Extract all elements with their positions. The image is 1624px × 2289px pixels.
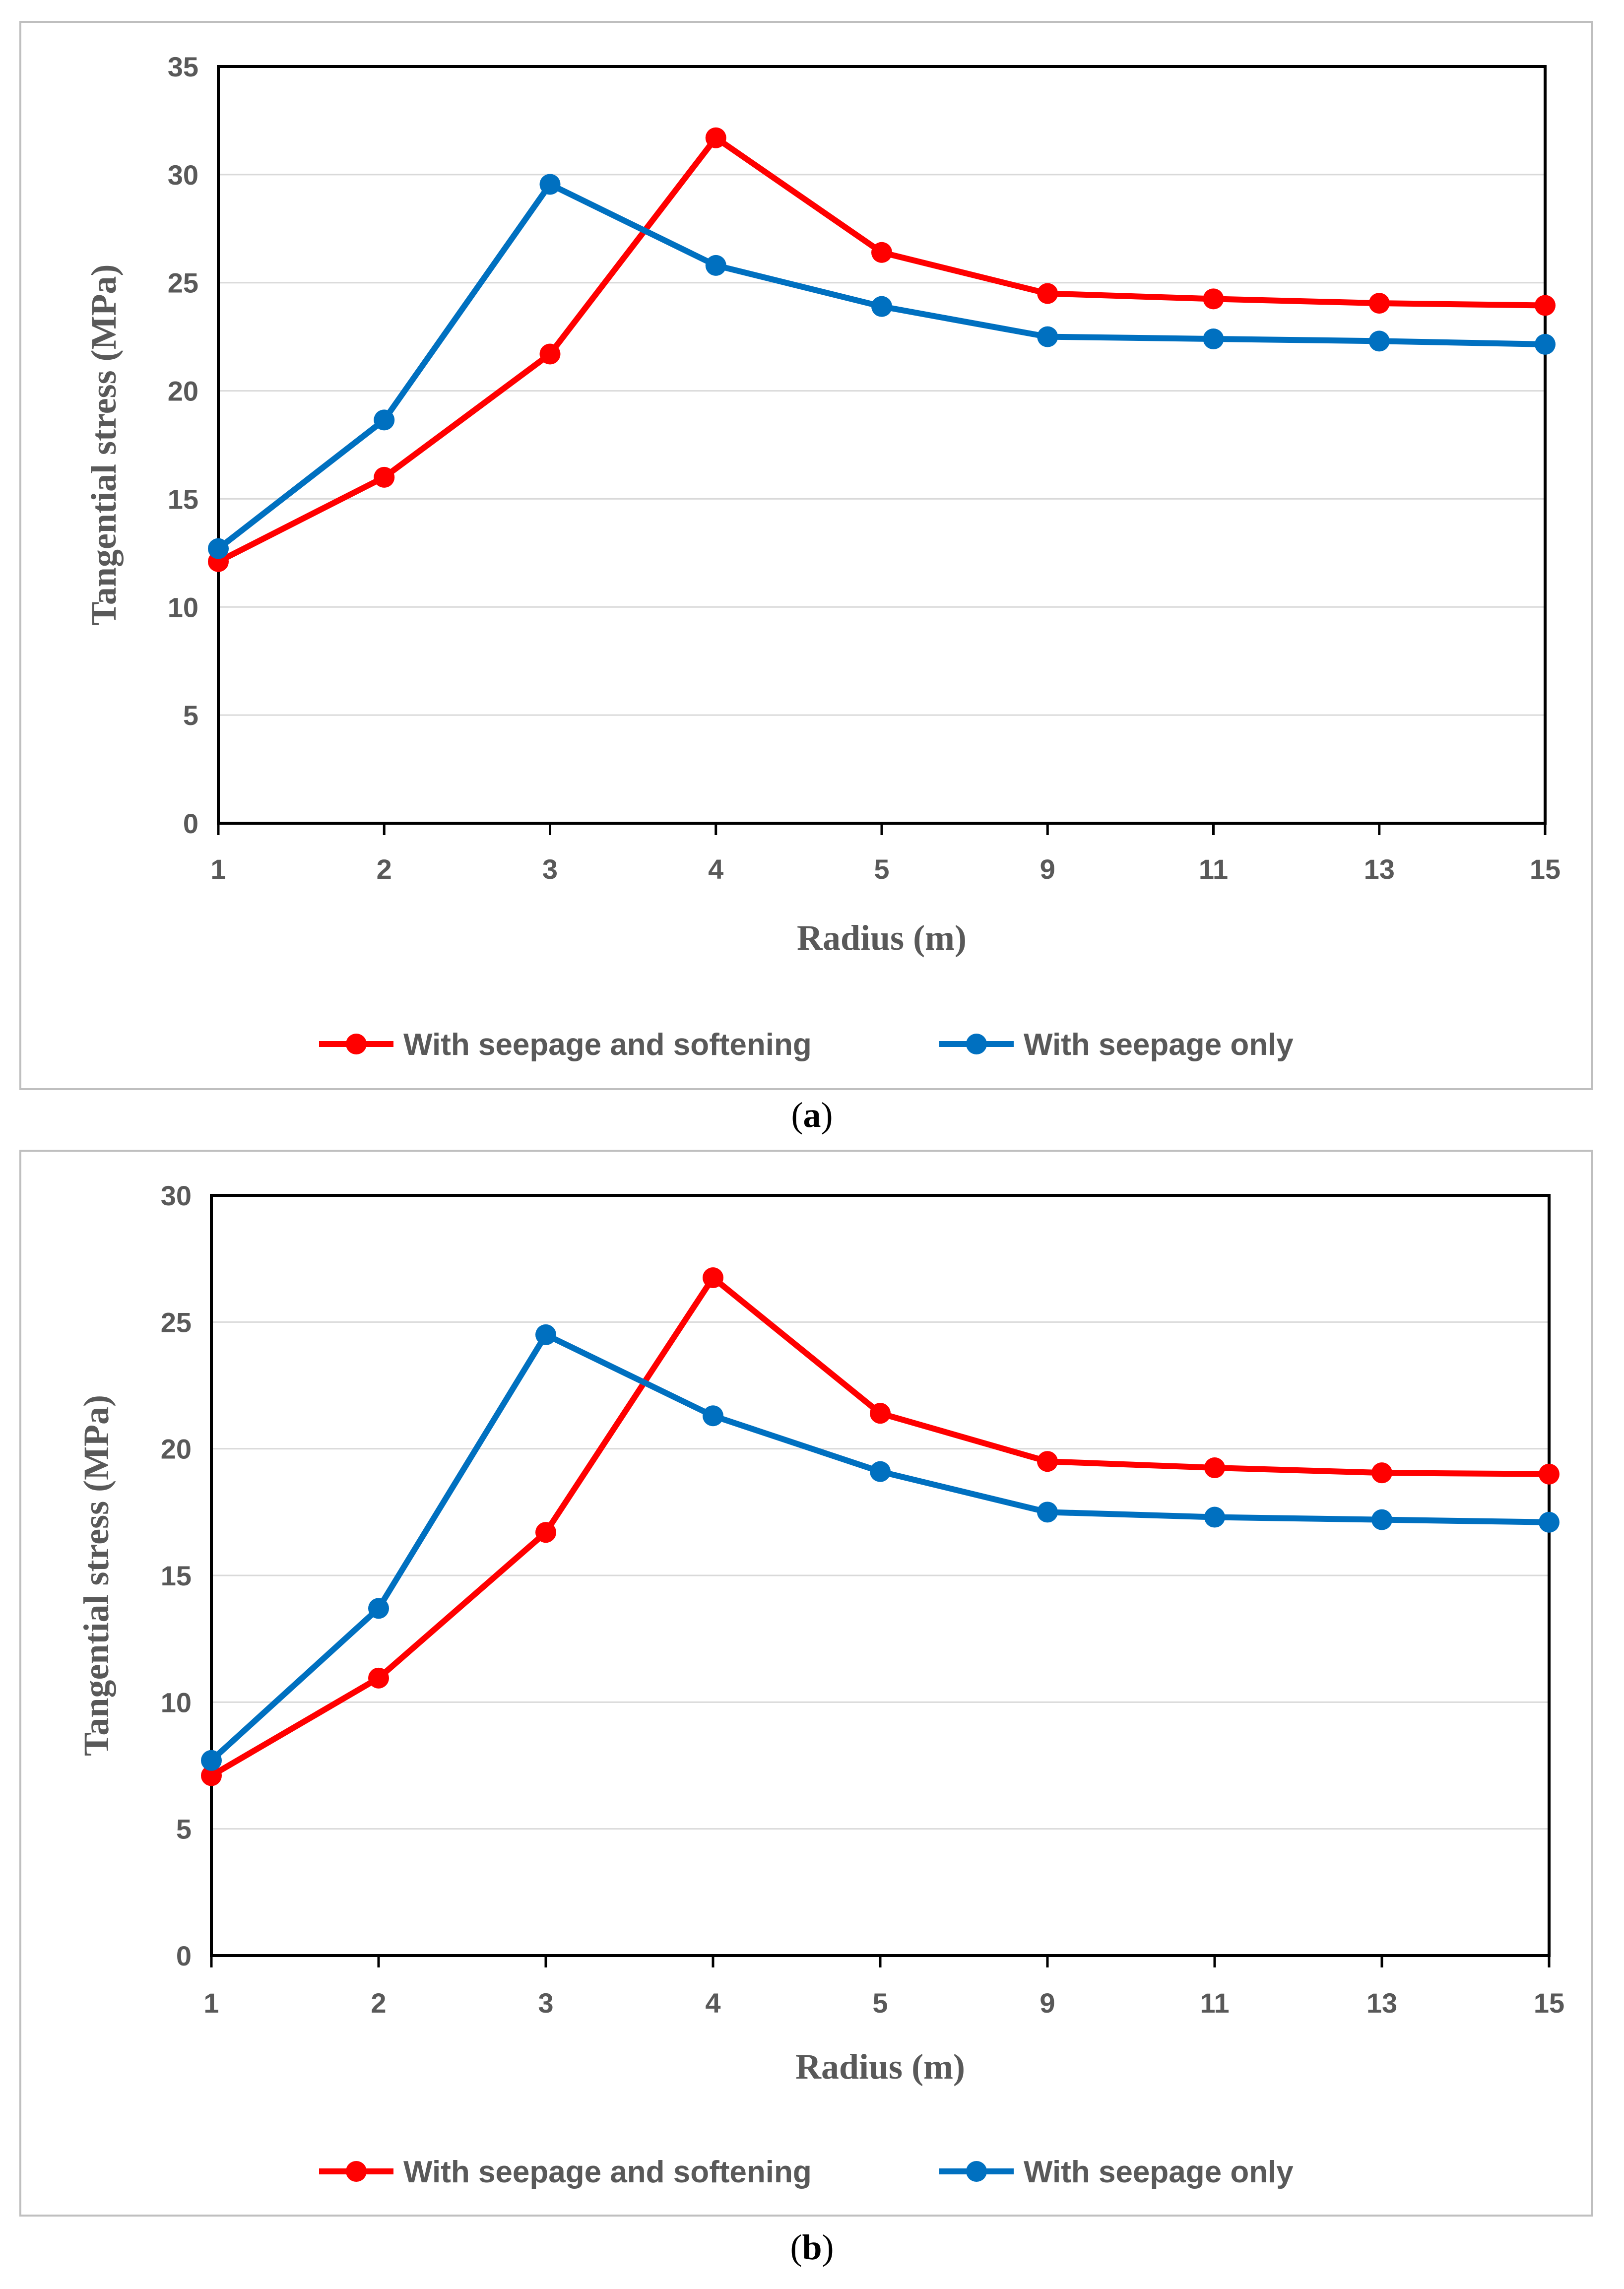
x-tick-label-a-11: 11 <box>1199 853 1228 885</box>
caption-a-letter: a <box>803 1095 821 1135</box>
y-tick-label-b-5: 5 <box>176 1814 192 1845</box>
data-point-b-s2-2 <box>368 1598 389 1619</box>
y-tick-label-a-25: 25 <box>168 267 198 299</box>
data-point-a-s2-1 <box>208 538 229 559</box>
y-tick-label-b-15: 15 <box>161 1560 192 1591</box>
data-point-a-s2-5 <box>871 296 892 317</box>
y-axis-title-b: Tangential stress (MPa) <box>76 1395 116 1756</box>
data-point-b-s2-11 <box>1204 1507 1225 1528</box>
data-point-a-s2-15 <box>1535 334 1556 355</box>
chart-panel-a: 0 5 10 15 20 25 30 35 1 2 3 4 5 9 11 13 15 Radius (m) Tang… <box>19 21 1593 1090</box>
y-tick-label-b-10: 10 <box>161 1687 192 1718</box>
x-tick-label-b-1: 1 <box>203 1987 219 2019</box>
y-tick-label-a-30: 30 <box>168 159 198 191</box>
chart-panel-b: 0 5 10 15 20 25 30 1 2 3 4 5 9 11 13 15 Radius (m) Tangen… <box>19 1150 1593 2217</box>
data-point-a-s1-9 <box>1037 283 1058 304</box>
data-point-b-s2-9 <box>1037 1502 1058 1522</box>
data-point-b-s2-13 <box>1371 1509 1392 1530</box>
series-line-a-1 <box>218 138 1545 562</box>
data-point-a-s2-9 <box>1037 327 1058 347</box>
x-tick-label-a-3: 3 <box>542 853 558 885</box>
legend-label-b-1: With seepage and softening <box>403 2155 812 2189</box>
data-point-b-s1-2 <box>368 1668 389 1689</box>
y-tick-label-a-15: 15 <box>168 483 198 515</box>
legend-label-a-2: With seepage only <box>1024 1028 1294 1062</box>
series-line-b-1 <box>211 1278 1549 1775</box>
legend-marker-b-2 <box>966 2161 987 2182</box>
data-point-b-s1-9 <box>1037 1451 1058 1472</box>
data-point-b-s1-4 <box>703 1267 723 1288</box>
x-tick-label-b-9: 9 <box>1039 1987 1055 2019</box>
data-point-a-s2-3 <box>540 174 561 195</box>
y-tick-label-a-5: 5 <box>183 700 198 731</box>
x-tick-label-b-5: 5 <box>872 1987 888 2019</box>
x-tick-label-b-13: 13 <box>1366 1987 1397 2019</box>
caption-b: (b) <box>0 2227 1624 2268</box>
legend-label-a-1: With seepage and softening <box>403 1028 812 1062</box>
data-point-a-s2-11 <box>1203 328 1224 349</box>
data-point-b-s1-13 <box>1371 1462 1392 1483</box>
data-point-a-s2-4 <box>706 255 726 276</box>
chart-svg-a: 0 5 10 15 20 25 30 35 1 2 3 4 5 9 11 13 15 Radius (m) Tang… <box>21 23 1591 1088</box>
data-point-b-s1-11 <box>1204 1457 1225 1478</box>
legend-marker-a-1 <box>346 1034 367 1054</box>
data-point-a-s1-4 <box>706 128 726 148</box>
x-tick-label-b-15: 15 <box>1534 1987 1564 2019</box>
data-point-a-s1-5 <box>871 242 892 263</box>
x-tick-label-a-15: 15 <box>1530 853 1560 885</box>
y-tick-label-b-0: 0 <box>176 1940 192 1971</box>
data-point-a-s1-3 <box>540 344 561 365</box>
x-axis-title-b: Radius (m) <box>795 2047 965 2087</box>
data-point-b-s2-15 <box>1539 1512 1559 1533</box>
data-point-b-s2-5 <box>870 1461 891 1482</box>
data-point-b-s1-5 <box>870 1403 891 1424</box>
legend-label-b-2: With seepage only <box>1024 2155 1294 2189</box>
y-tick-label-b-25: 25 <box>161 1307 192 1338</box>
legend-marker-b-1 <box>346 2161 367 2182</box>
data-point-a-s2-2 <box>374 409 394 430</box>
caption-b-letter: b <box>802 2227 822 2267</box>
y-tick-label-a-0: 0 <box>183 808 198 839</box>
series-line-b-2 <box>211 1335 1549 1761</box>
x-tick-label-b-11: 11 <box>1200 1987 1229 2019</box>
plot-frame-a <box>218 66 1545 823</box>
x-tick-label-a-13: 13 <box>1364 853 1395 885</box>
data-point-b-s2-1 <box>201 1750 222 1771</box>
y-tick-label-a-10: 10 <box>168 591 198 623</box>
x-tick-label-b-3: 3 <box>538 1987 553 2019</box>
x-tick-label-a-5: 5 <box>874 853 889 885</box>
data-point-b-s2-4 <box>703 1405 723 1426</box>
legend-marker-a-2 <box>966 1034 987 1054</box>
data-point-a-s1-13 <box>1369 293 1390 314</box>
x-tick-label-a-2: 2 <box>377 853 392 885</box>
caption-a: (a) <box>0 1095 1624 1136</box>
y-tick-label-a-20: 20 <box>168 376 198 407</box>
x-axis-title-a: Radius (m) <box>797 918 967 958</box>
data-point-a-s1-11 <box>1203 288 1224 309</box>
chart-svg-b: 0 5 10 15 20 25 30 1 2 3 4 5 9 11 13 15 Radius (m) Tangen… <box>21 1152 1591 2215</box>
x-tick-label-a-4: 4 <box>708 853 723 885</box>
x-tick-label-a-9: 9 <box>1040 853 1055 885</box>
data-point-b-s1-3 <box>535 1522 556 1543</box>
series-line-a-2 <box>218 184 1545 548</box>
x-tick-label-b-4: 4 <box>705 1987 720 2019</box>
data-point-a-s1-2 <box>374 467 394 488</box>
data-point-b-s1-15 <box>1539 1464 1559 1485</box>
x-tick-label-b-2: 2 <box>371 1987 386 2019</box>
data-point-a-s1-15 <box>1535 295 1556 316</box>
data-point-b-s2-3 <box>535 1324 556 1345</box>
x-tick-label-a-1: 1 <box>210 853 226 885</box>
y-axis-title-a: Tangential stress (MPa) <box>84 264 124 626</box>
y-tick-label-b-20: 20 <box>161 1434 192 1465</box>
y-tick-label-b-30: 30 <box>161 1180 192 1211</box>
y-tick-label-a-35: 35 <box>168 51 198 82</box>
data-point-a-s2-13 <box>1369 330 1390 351</box>
